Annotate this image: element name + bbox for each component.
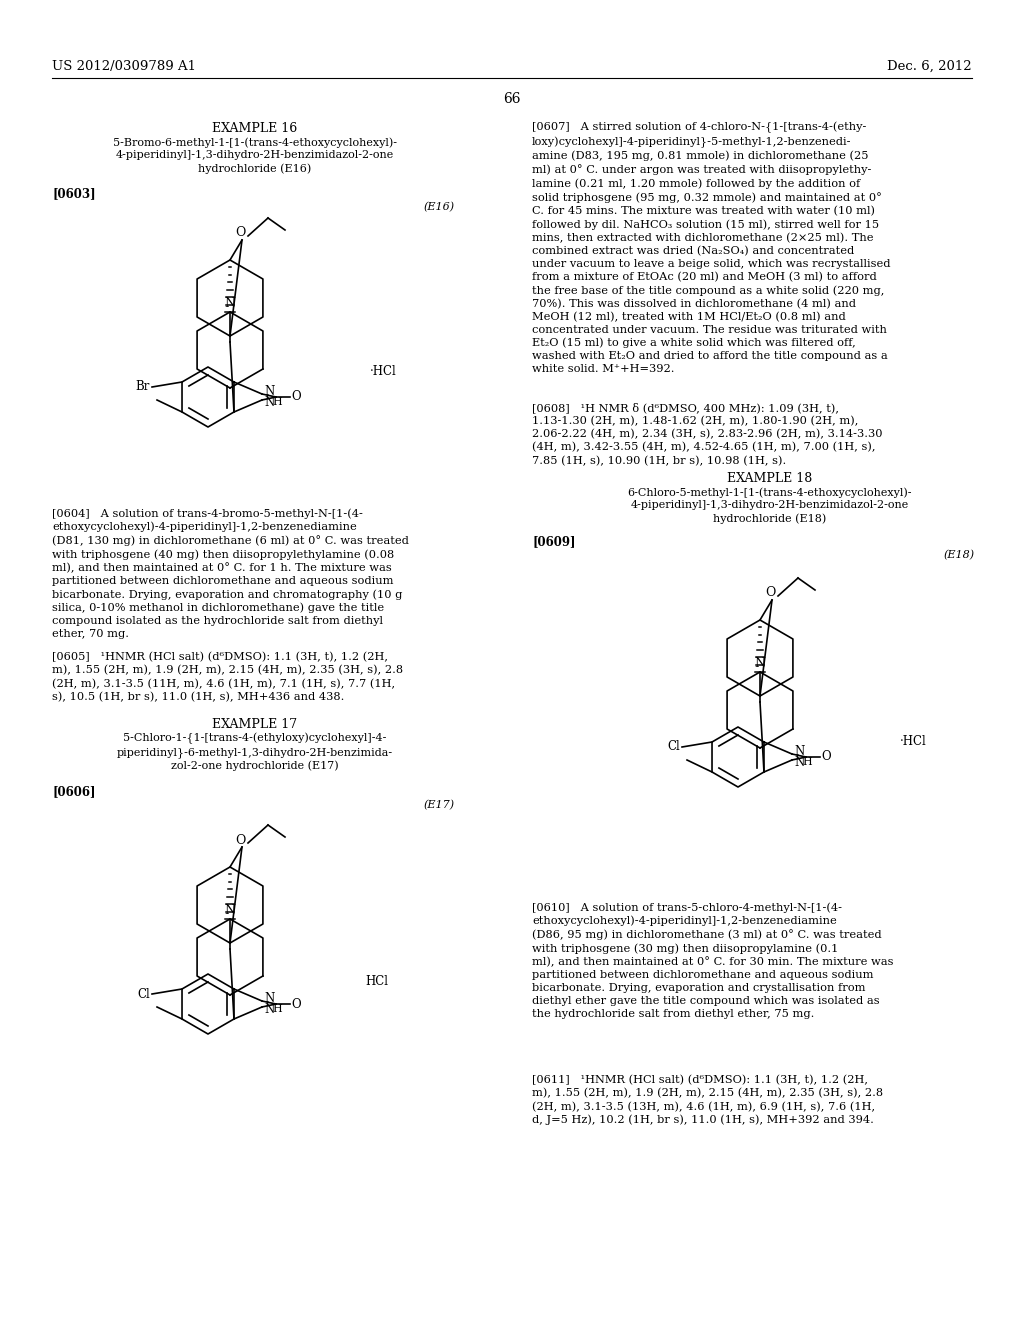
Text: H: H — [272, 1005, 282, 1014]
Text: O: O — [234, 227, 245, 239]
Text: ·HCl: ·HCl — [900, 735, 927, 748]
Text: [0608]   ¹H NMR δ (d⁶DMSO, 400 MHz): 1.09 (3H, t),
1.13-1.30 (2H, m), 1.48-1.62 : [0608] ¹H NMR δ (d⁶DMSO, 400 MHz): 1.09 … — [532, 403, 883, 466]
Text: N: N — [264, 396, 274, 409]
Text: 5-Bromo-6-methyl-1-[1-(trans-4-ethoxycyclohexyl)-
4-piperidinyl]-1,3-dihydro-2H-: 5-Bromo-6-methyl-1-[1-(trans-4-ethoxycyc… — [113, 137, 397, 174]
Text: [0603]: [0603] — [52, 187, 95, 201]
Text: EXAMPLE 18: EXAMPLE 18 — [727, 473, 813, 484]
Text: 6-Chloro-5-methyl-1-[1-(trans-4-ethoxycyclohexyl)-
4-piperidinyl]-1,3-dihydro-2H: 6-Chloro-5-methyl-1-[1-(trans-4-ethoxycy… — [628, 487, 912, 524]
Text: N: N — [264, 993, 274, 1005]
Text: EXAMPLE 17: EXAMPLE 17 — [212, 718, 298, 731]
Text: [0606]: [0606] — [52, 785, 95, 799]
Text: N: N — [794, 756, 804, 770]
Text: [0604]   A solution of trans-4-bromo-5-methyl-N-[1-(4-
ethoxycyclohexyl)-4-piper: [0604] A solution of trans-4-bromo-5-met… — [52, 508, 409, 639]
Text: Cl: Cl — [137, 987, 151, 1001]
Text: [0609]: [0609] — [532, 535, 575, 548]
Text: O: O — [291, 391, 301, 404]
Text: N: N — [264, 1003, 274, 1016]
Text: 66: 66 — [503, 92, 521, 106]
Text: (E18): (E18) — [944, 550, 975, 560]
Text: O: O — [291, 998, 301, 1011]
Text: N: N — [264, 385, 274, 399]
Text: O: O — [765, 586, 775, 599]
Text: N: N — [224, 904, 236, 917]
Text: N: N — [755, 657, 766, 671]
Text: ·HCl: ·HCl — [370, 366, 396, 378]
Text: N: N — [794, 744, 804, 758]
Text: H: H — [802, 756, 812, 767]
Text: Cl: Cl — [668, 741, 680, 754]
Text: O: O — [234, 833, 245, 846]
Text: Br: Br — [135, 380, 151, 393]
Text: N: N — [224, 297, 236, 310]
Text: H: H — [272, 397, 282, 407]
Text: (E17): (E17) — [424, 800, 455, 810]
Text: (E16): (E16) — [424, 202, 455, 213]
Text: 5-Chloro-1-{1-[trans-4-(ethyloxy)cyclohexyl]-4-
piperidinyl}-6-methyl-1,3-dihydr: 5-Chloro-1-{1-[trans-4-(ethyloxy)cyclohe… — [117, 733, 393, 771]
Text: [0611]   ¹HNMR (HCl salt) (d⁶DMSO): 1.1 (3H, t), 1.2 (2H,
m), 1.55 (2H, m), 1.9 : [0611] ¹HNMR (HCl salt) (d⁶DMSO): 1.1 (3… — [532, 1074, 883, 1126]
Text: [0605]   ¹HNMR (HCl salt) (d⁶DMSO): 1.1 (3H, t), 1.2 (2H,
m), 1.55 (2H, m), 1.9 : [0605] ¹HNMR (HCl salt) (d⁶DMSO): 1.1 (3… — [52, 652, 403, 702]
Text: EXAMPLE 16: EXAMPLE 16 — [212, 121, 298, 135]
Text: [0610]   A solution of trans-5-chloro-4-methyl-N-[1-(4-
ethoxycyclohexyl)-4-pipe: [0610] A solution of trans-5-chloro-4-me… — [532, 902, 894, 1019]
Text: HCl: HCl — [365, 975, 388, 987]
Text: O: O — [821, 751, 830, 763]
Text: [0607]   A stirred solution of 4-chloro-N-{1-[trans-4-(ethy-
loxy)cyclohexyl]-4-: [0607] A stirred solution of 4-chloro-N-… — [532, 121, 891, 374]
Text: Dec. 6, 2012: Dec. 6, 2012 — [888, 59, 972, 73]
Text: US 2012/0309789 A1: US 2012/0309789 A1 — [52, 59, 196, 73]
